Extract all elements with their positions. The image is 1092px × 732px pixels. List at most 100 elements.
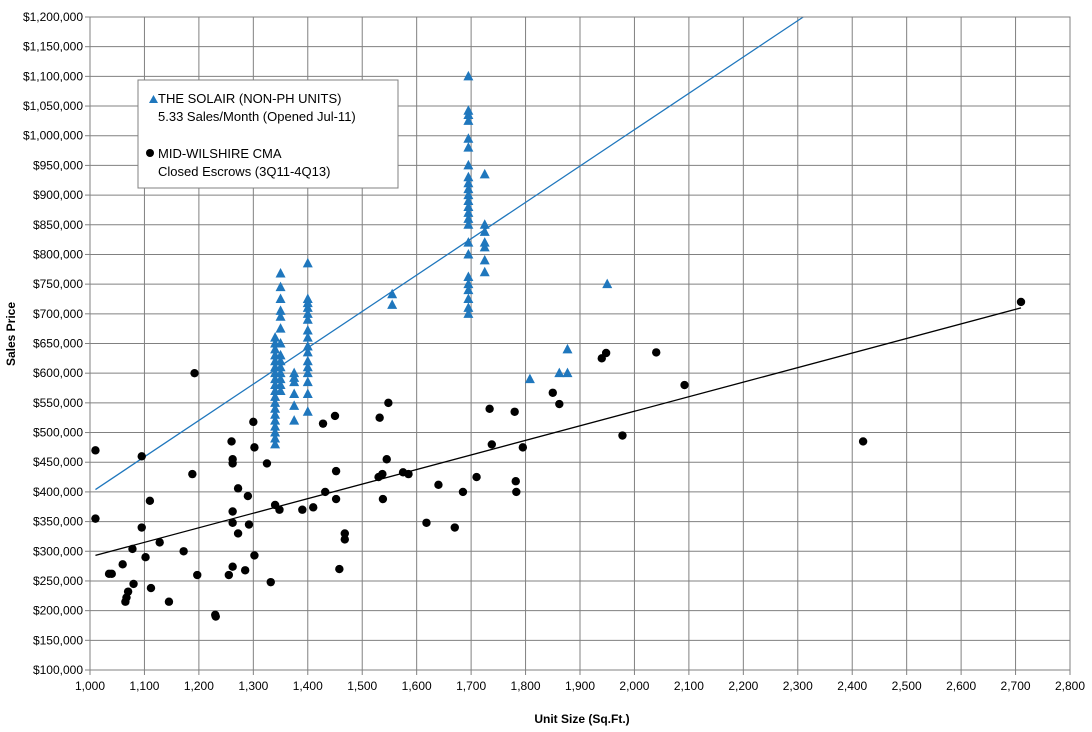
solair-point xyxy=(479,168,490,179)
cma-point xyxy=(250,551,259,560)
cma-point xyxy=(91,446,100,455)
solair-point xyxy=(463,159,474,170)
solair-point xyxy=(463,70,474,81)
grid-lines xyxy=(89,16,1071,671)
cma-point xyxy=(164,597,174,606)
y-tick-label: $1,000,000 xyxy=(23,129,83,143)
cma-point xyxy=(340,529,349,538)
cma-point xyxy=(378,469,387,479)
x-tick-label: 1,300 xyxy=(238,679,268,693)
solair-point xyxy=(554,367,565,378)
cma-point xyxy=(190,368,199,378)
cma-point xyxy=(107,569,116,579)
solair-point xyxy=(463,271,474,282)
solair-point xyxy=(270,421,281,431)
cma-point xyxy=(680,380,689,390)
cma-point xyxy=(404,469,413,479)
y-tick-label: $450,000 xyxy=(33,455,83,469)
data-points xyxy=(91,70,1026,621)
cma-point xyxy=(233,484,243,493)
solair-point xyxy=(275,379,286,390)
cma-point xyxy=(227,437,236,446)
y-tick-label: $1,200,000 xyxy=(23,10,83,24)
solair-point xyxy=(302,406,313,416)
cma-point xyxy=(193,570,202,580)
solair-point xyxy=(463,278,474,289)
cma-point xyxy=(179,547,188,556)
solair-point xyxy=(562,343,573,354)
cma-point xyxy=(335,564,344,574)
y-tick-label: $1,100,000 xyxy=(23,69,83,83)
solair-point xyxy=(463,142,474,152)
cma-point xyxy=(618,431,627,440)
solair-point xyxy=(270,403,281,413)
solair-point xyxy=(275,281,286,292)
solair-point xyxy=(270,343,281,354)
x-tick-label: 2,300 xyxy=(783,679,813,693)
solair-point xyxy=(463,183,474,194)
cma-point xyxy=(512,487,521,497)
y-tick-label: $400,000 xyxy=(33,485,83,499)
cma-point xyxy=(224,570,234,580)
cma-trend-line xyxy=(95,307,1022,557)
y-tick-label: $600,000 xyxy=(33,366,83,380)
x-tick-label: 2,500 xyxy=(892,679,922,693)
x-tick-label: 1,100 xyxy=(129,679,159,693)
y-tick-label: $200,000 xyxy=(33,604,83,618)
cma-point xyxy=(548,388,557,397)
y-tick-label: $650,000 xyxy=(33,337,83,351)
cma-point xyxy=(137,452,146,461)
legend-circle-marker xyxy=(146,149,154,157)
solair-point xyxy=(463,248,474,259)
solair-point xyxy=(302,257,313,268)
legend-series-2-name: MID-WILSHIRE CMA xyxy=(158,146,282,161)
solair-point xyxy=(463,105,474,115)
cma-point xyxy=(298,505,307,514)
solair-point xyxy=(463,195,474,206)
solair-point xyxy=(275,367,286,378)
solair-point xyxy=(463,115,474,125)
x-tick-label: 2,400 xyxy=(837,679,867,693)
cma-point xyxy=(228,562,237,571)
solair-point xyxy=(387,288,398,299)
cma-point xyxy=(244,520,254,529)
x-tick-label: 1,800 xyxy=(511,679,541,693)
solair-trend-line xyxy=(95,16,804,491)
cma-point xyxy=(146,583,156,593)
legend-series-1-subtitle: 5.33 Sales/Month (Opened Jul-11) xyxy=(158,109,356,124)
cma-point xyxy=(243,491,253,501)
trend-lines xyxy=(95,16,1022,557)
cma-point xyxy=(249,417,258,427)
y-tick-label: $350,000 xyxy=(33,515,83,529)
solair-point xyxy=(302,340,313,351)
cma-point xyxy=(458,487,468,497)
legend-series-2-subtitle: Closed Escrows (3Q11-4Q13) xyxy=(158,164,330,179)
solair-point xyxy=(270,415,281,425)
cma-point xyxy=(375,413,384,422)
solair-point xyxy=(479,226,490,236)
legend: THE SOLAIR (NON-PH UNITS) 5.33 Sales/Mon… xyxy=(137,79,399,189)
cma-point xyxy=(118,560,127,569)
legend-triangle-marker xyxy=(149,95,158,103)
solair-point xyxy=(463,189,474,200)
solair-point xyxy=(463,219,474,229)
y-axis-ticks: $100,000 $150,000 $200,000 $250,000 $300,000… xyxy=(23,10,90,677)
solair-point xyxy=(270,397,281,407)
cma-point xyxy=(211,612,220,621)
cma-point xyxy=(330,411,340,421)
cma-point xyxy=(652,348,661,357)
solair-point xyxy=(270,438,281,449)
cma-point xyxy=(331,466,341,476)
legend-series-1-name: THE SOLAIR (NON-PH UNITS) xyxy=(158,91,341,106)
solair-point xyxy=(275,305,286,315)
cma-point xyxy=(91,514,100,523)
solair-point xyxy=(302,376,313,387)
solair-point xyxy=(463,177,474,188)
cma-point xyxy=(318,419,328,428)
solair-point xyxy=(387,299,398,309)
x-tick-label: 1,700 xyxy=(456,679,486,693)
cma-point xyxy=(510,407,519,416)
cma-point xyxy=(472,472,481,482)
y-axis-title: Sales Price xyxy=(4,302,18,366)
